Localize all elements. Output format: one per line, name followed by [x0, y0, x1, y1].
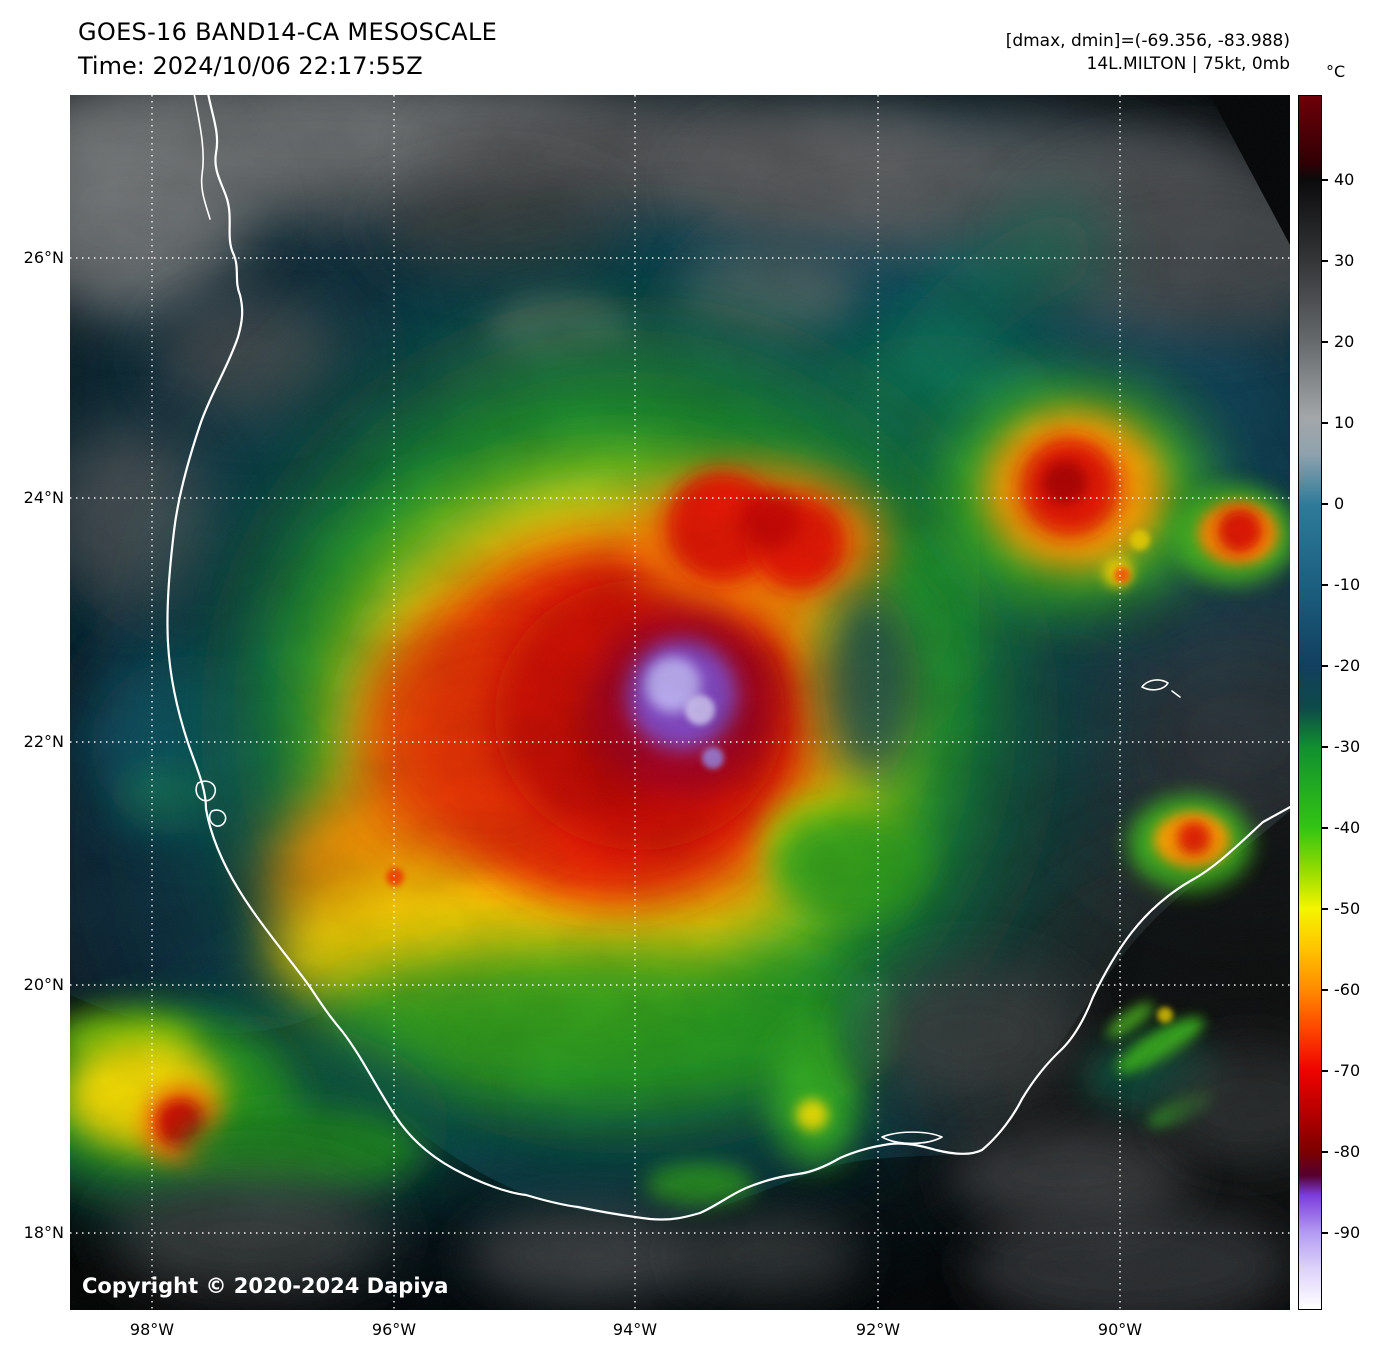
- colorbar-tick-mark: [1322, 422, 1328, 424]
- colorbar-tick-mark: [1322, 1070, 1328, 1072]
- lat-label-24n: 24°N: [23, 488, 64, 507]
- colorbar-tick-label-m30: -30: [1334, 737, 1361, 756]
- colorbar-tick-label-m90: -90: [1334, 1223, 1361, 1242]
- copyright-label: Copyright © 2020-2024 Dapiya: [82, 1274, 449, 1298]
- colorbar-tick-mark: [1322, 179, 1328, 181]
- lat-label-22n: 22°N: [23, 732, 64, 751]
- lat-label-26n: 26°N: [23, 248, 64, 267]
- colorbar-tick-mark: [1322, 908, 1328, 910]
- colorbar-tick-label-m10: -10: [1334, 575, 1361, 594]
- lon-label-94w: 94°W: [612, 1320, 658, 1339]
- page-title: GOES-16 BAND14-CA MESOSCALE: [78, 18, 498, 46]
- colorbar-tick-mark: [1322, 584, 1328, 586]
- header-right-info: [dmax, dmin]=(-69.356, -83.988) 14L.MILT…: [1006, 30, 1290, 76]
- colorbar-tick-mark: [1322, 827, 1328, 829]
- lat-label-18n: 18°N: [23, 1223, 64, 1242]
- lat-label-20n: 20°N: [23, 975, 64, 994]
- colorbar-tick-mark: [1322, 1151, 1328, 1153]
- colorbar-tick-label-30: 30: [1334, 251, 1355, 270]
- storm-info-label: 14L.MILTON | 75kt, 0mb: [1086, 54, 1290, 74]
- colorbar-tick-label-m40: -40: [1334, 818, 1361, 837]
- lon-label-90w: 90°W: [1097, 1320, 1143, 1339]
- colorbar-tick-mark: [1322, 341, 1328, 343]
- colorbar-tick-mark: [1322, 260, 1328, 262]
- colorbar-tick-label-0: 0: [1334, 494, 1345, 513]
- gridlines: [70, 95, 1290, 1310]
- colorbar-gradient: [1298, 95, 1322, 1310]
- colorbar-tick-mark: [1322, 503, 1328, 505]
- film-grain: [70, 95, 1290, 1310]
- lon-label-92w: 92°W: [855, 1320, 901, 1339]
- colorbar-tick-label-20: 20: [1334, 332, 1355, 351]
- time-label: Time: 2024/10/06 22:17:55Z: [78, 52, 423, 80]
- colorbar-tick-mark: [1322, 746, 1328, 748]
- colorbar-tick-label-m70: -70: [1334, 1061, 1361, 1080]
- colorbar-tick-mark: [1322, 989, 1328, 991]
- colorbar-tick-label-m50: -50: [1334, 899, 1361, 918]
- colorbar-tick-label-m20: -20: [1334, 656, 1361, 675]
- coastline: [166, 95, 1290, 1221]
- colorbar-tick-label-m80: -80: [1334, 1142, 1361, 1161]
- satellite-map: Copyright © 2020-2024 Dapiya: [70, 95, 1290, 1310]
- colorbar-tick-mark: [1322, 665, 1328, 667]
- colorbar-tick-label-10: 10: [1334, 413, 1355, 432]
- lon-label-96w: 96°W: [371, 1320, 417, 1339]
- colorbar-tick-mark: [1322, 1232, 1328, 1234]
- lon-label-98w: 98°W: [129, 1320, 175, 1339]
- dmax-dmin-label: [dmax, dmin]=(-69.356, -83.988): [1005, 31, 1290, 51]
- colorbar-tick-label-40: 40: [1334, 170, 1355, 189]
- colorbar-tick-label-m60: -60: [1334, 980, 1361, 999]
- satellite-image: [70, 95, 1290, 1310]
- colorbar-unit-label: °C: [1326, 62, 1346, 81]
